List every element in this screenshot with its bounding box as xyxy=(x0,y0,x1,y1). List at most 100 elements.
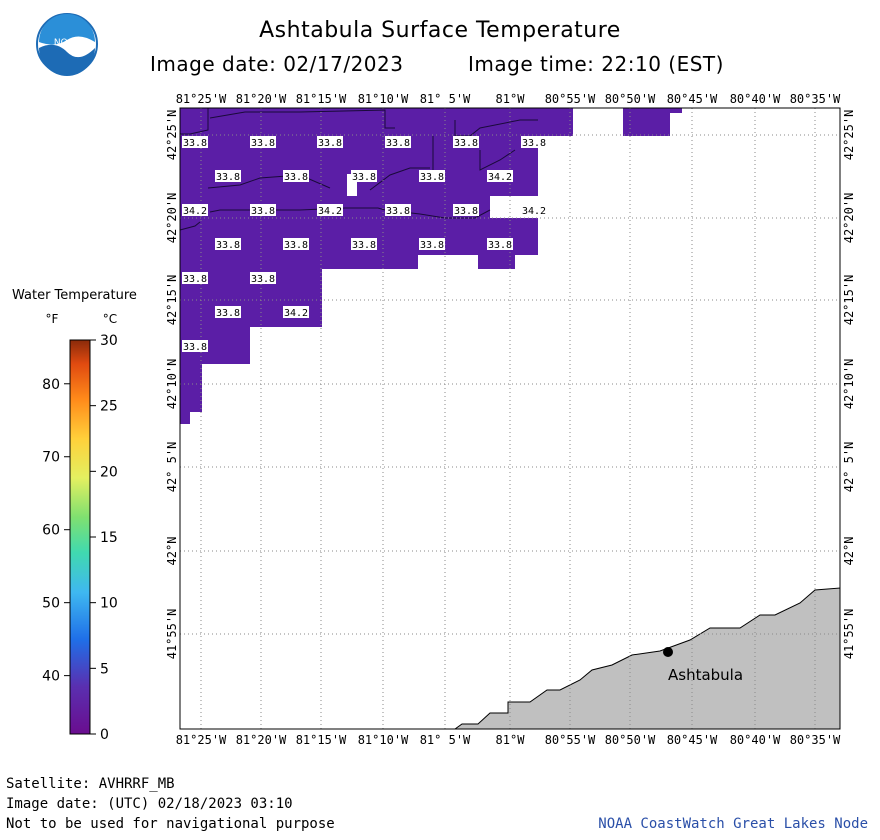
top-lon-label: 81°10'W xyxy=(358,92,409,106)
temp-label-box xyxy=(521,136,547,148)
temp-label: 33.8 xyxy=(216,308,240,319)
left-lat-label: 42°20'N xyxy=(165,193,179,244)
left-lat-label: 42°15'N xyxy=(165,275,179,326)
c-tick-label: 15 xyxy=(100,530,118,546)
city-marker-ashtabula xyxy=(663,647,673,657)
bottom-lon-label: 80°50'W xyxy=(605,733,656,747)
bottom-lon-label: 81°15'W xyxy=(296,733,347,747)
temp-label: 33.8 xyxy=(352,172,376,183)
bottom-lon-label: 80°45'W xyxy=(667,733,718,747)
temp-label: 33.8 xyxy=(216,240,240,251)
bottom-lon-label: 80°40'W xyxy=(730,733,781,747)
temp-label: 34.2 xyxy=(488,172,512,183)
temp-label: 33.8 xyxy=(318,138,342,149)
right-lat-label: 42°15'N xyxy=(842,275,856,326)
left-lat-label: 42° 5'N xyxy=(165,442,179,493)
f-tick-label: 50 xyxy=(42,596,60,612)
legend-title: Water Temperature xyxy=(12,288,137,303)
temp-label-box xyxy=(317,204,343,216)
temp-label: 34.2 xyxy=(284,308,308,319)
top-lon-label: 81°W xyxy=(496,92,526,106)
water-region xyxy=(180,108,682,424)
temp-label-box xyxy=(351,170,377,182)
page-title: Ashtabula Surface Temperature xyxy=(259,18,621,43)
temp-label-box xyxy=(419,238,445,250)
bottom-longitude-labels: 81°25'W 81°20'W 81°15'W 81°10'W 81° 5'W 81°W 8… xyxy=(176,733,841,747)
temp-label-box xyxy=(215,238,241,250)
temp-label-box xyxy=(385,204,411,216)
temp-label: 33.8 xyxy=(284,172,308,183)
right-latitude-labels: 42°25'N 42°20'N 42°15'N 42°10'N 42° 5'N 42°N 4… xyxy=(842,110,856,660)
temp-label: 33.8 xyxy=(454,206,478,217)
right-lat-label: 41°55'N xyxy=(842,609,856,660)
top-lon-label: 80°40'W xyxy=(730,92,781,106)
temp-label: 33.8 xyxy=(386,206,410,217)
bottom-lon-label: 81°10'W xyxy=(358,733,409,747)
bottom-lon-label: 81° 5'W xyxy=(420,733,471,747)
credit-text: NOAA CoastWatch Great Lakes Node xyxy=(598,816,868,832)
temp-label-box xyxy=(317,136,343,148)
temp-label-box xyxy=(250,204,276,216)
temp-label-box xyxy=(215,170,241,182)
right-lat-label: 42°20'N xyxy=(842,193,856,244)
temp-label: 33.8 xyxy=(284,240,308,251)
logo-text: NOAA xyxy=(54,38,81,48)
temp-label-box xyxy=(419,170,445,182)
left-lat-label: 42°N xyxy=(165,537,179,566)
right-lat-label: 42°10'N xyxy=(842,359,856,410)
temp-label: 33.8 xyxy=(488,240,512,251)
temp-label: 33.8 xyxy=(251,206,275,217)
left-latitude-labels: 42°25'N 42°20'N 42°15'N 42°10'N 42° 5'N 42°N 4… xyxy=(165,110,179,660)
temp-label: 33.8 xyxy=(420,240,444,251)
top-longitude-labels: 81°25'W 81°20'W 81°15'W 81°10'W 81° 5'W 81°W 8… xyxy=(176,92,841,106)
color-scale-bar xyxy=(69,339,91,735)
temp-label: 33.8 xyxy=(386,138,410,149)
image-date: Image date: 02/17/2023 xyxy=(150,52,404,76)
c-tick-label: 25 xyxy=(100,399,118,415)
celsius-ticks: 30 25 20 15 10 5 0 xyxy=(90,333,118,743)
c-tick-label: 10 xyxy=(100,596,118,612)
top-lon-label: 80°50'W xyxy=(605,92,656,106)
temp-label-box xyxy=(182,204,208,216)
temp-label: 33.8 xyxy=(352,240,376,251)
temp-label-box xyxy=(385,136,411,148)
right-lat-label: 42°N xyxy=(842,537,856,566)
unit-f: °F xyxy=(46,312,59,326)
c-tick-label: 20 xyxy=(100,464,118,480)
temp-label: 33.8 xyxy=(183,138,207,149)
disclaimer: Not to be used for navigational purpose xyxy=(6,816,335,832)
city-label: Ashtabula xyxy=(668,666,743,684)
temp-label: 33.8 xyxy=(251,274,275,285)
f-tick-label: 40 xyxy=(42,669,60,685)
temp-label: 33.8 xyxy=(522,138,546,149)
bottom-lon-label: 81°25'W xyxy=(176,733,227,747)
temp-label-box xyxy=(250,136,276,148)
right-lat-label: 42°25'N xyxy=(842,110,856,161)
f-tick-label: 60 xyxy=(42,523,60,539)
temp-label: 33.8 xyxy=(251,138,275,149)
noaa-logo-icon: NOAA xyxy=(36,13,98,76)
temp-label-box xyxy=(351,238,377,250)
temp-label: 33.8 xyxy=(183,342,207,353)
utc-date: Image date: (UTC) 02/18/2023 03:10 xyxy=(6,796,293,812)
temp-label: 34.2 xyxy=(183,206,207,217)
fahrenheit-ticks: 80 70 60 50 40 xyxy=(42,377,70,685)
image-time: Image time: 22:10 (EST) xyxy=(468,52,724,76)
temp-label-box xyxy=(250,272,276,284)
temp-label-box xyxy=(182,136,208,148)
no-data-cell xyxy=(347,174,357,196)
temp-label: 34.2 xyxy=(318,206,342,217)
temp-label-box xyxy=(283,238,309,250)
left-lat-label: 41°55'N xyxy=(165,609,179,660)
temp-label: 33.8 xyxy=(420,172,444,183)
temp-label: 33.8 xyxy=(216,172,240,183)
temp-label: 34.2 xyxy=(522,206,546,217)
temp-label-box xyxy=(283,306,309,318)
temperature-value-labels: 33.8 33.8 33.8 33.8 33.8 33.8 33.8 33.8 33.8 33.8… xyxy=(182,136,547,353)
temp-label-box xyxy=(453,136,479,148)
temp-label: 33.8 xyxy=(454,138,478,149)
temp-label-box xyxy=(487,238,513,250)
temp-label-box xyxy=(215,306,241,318)
c-tick-label: 30 xyxy=(100,333,118,349)
f-tick-label: 80 xyxy=(42,377,60,393)
